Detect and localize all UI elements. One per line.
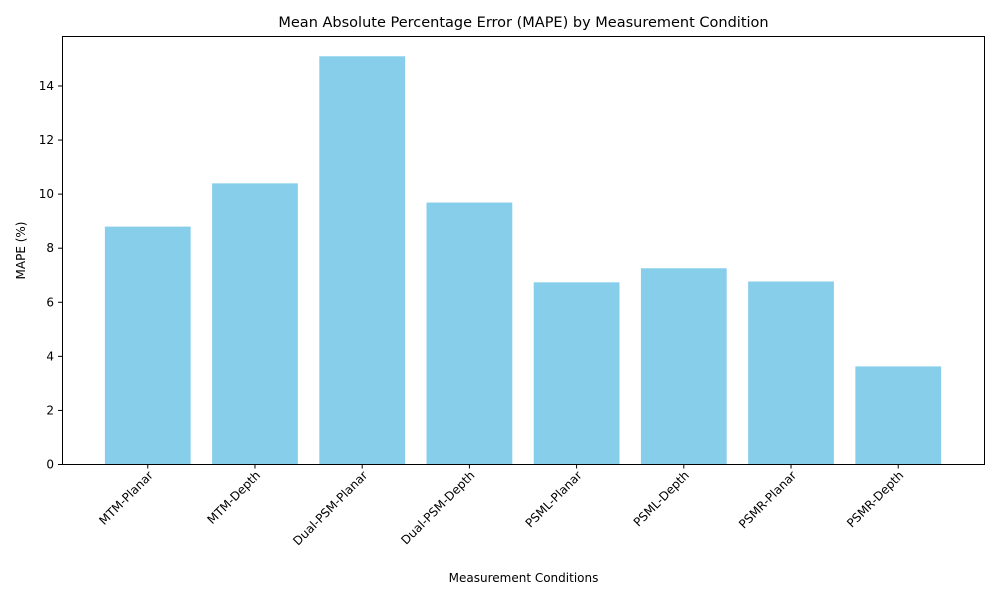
bars-layer [104,56,942,465]
y-tick-label: 2 [46,403,54,417]
chart-title: Mean Absolute Percentage Error (MAPE) by… [278,15,768,31]
y-tick-label: 4 [46,349,54,363]
x-tick-label: Dual-PSM-Planar [290,468,370,548]
x-axis-ticks: MTM-Planar MTM-Depth Dual-PSM-Planar Dual-P… [96,464,906,548]
bar-psmr-planar [748,281,834,464]
x-tick-label: MTM-Depth [204,468,263,527]
bar-psml-depth [640,268,727,464]
plot-frame [62,36,985,465]
bar-dual-psm-planar [319,56,406,464]
y-tick-label: 0 [46,458,54,472]
y-tick-label: 8 [46,241,54,255]
bar-psmr-depth [855,366,942,464]
x-tick-label: PSML-Planar [523,468,585,530]
bar-dual-psm-depth [426,202,513,465]
x-tick-label: Dual-PSM-Depth [398,468,477,547]
x-tick-label: PSML-Depth [631,468,692,529]
y-axis-title: MAPE (%) [14,222,28,280]
bar-psml-planar [533,282,620,464]
y-tick-label: 12 [39,133,54,147]
y-axis-ticks: 0 2 4 6 8 10 12 14 [39,79,63,472]
x-tick-label: MTM-Planar [96,468,156,528]
y-tick-label: 14 [39,79,54,93]
y-tick-label: 10 [39,187,54,201]
x-tick-label: PSMR-Planar [736,468,799,531]
x-tick-label: PSMR-Depth [844,468,906,530]
y-tick-label: 6 [46,295,54,309]
x-axis-title: Measurement Conditions [449,571,599,585]
bar-mtm-planar [104,226,191,464]
bar-mtm-depth [212,183,298,464]
